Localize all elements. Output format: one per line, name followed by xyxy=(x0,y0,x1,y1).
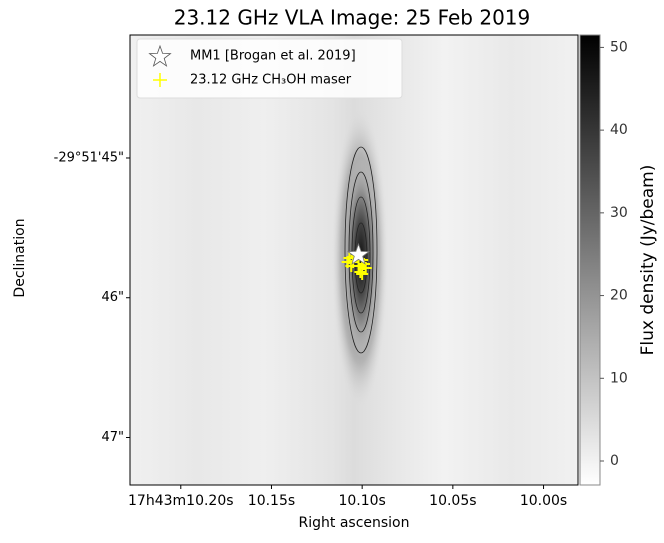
y-tick-label: 46" xyxy=(101,290,124,305)
y-axis-label: Declination xyxy=(12,218,28,297)
plot-frame xyxy=(129,34,579,486)
plus-marker xyxy=(341,255,354,268)
y-tick-label: -29°51'45" xyxy=(54,150,124,165)
legend-label: MM1 [Brogan et al. 2019] xyxy=(190,49,356,64)
x-tick-label: 10.05s xyxy=(429,493,476,509)
legend: MM1 [Brogan et al. 2019] 23.12 GHz CH₃OH… xyxy=(136,38,403,99)
x-tick-label: 10.10s xyxy=(338,493,385,509)
plus-marker xyxy=(354,266,367,279)
x-tick-label: 10.15s xyxy=(248,493,295,509)
x-tick-label: 10.00s xyxy=(520,493,567,509)
y-tick-label: 47" xyxy=(101,430,124,445)
colorbar-tick-label: 10 xyxy=(610,370,628,386)
colorbar-tick-label: 0 xyxy=(610,453,619,469)
star-marker xyxy=(346,242,371,265)
colorbar-tick-label: 20 xyxy=(610,288,628,304)
colorbar-tick-label: 40 xyxy=(610,122,628,138)
colorbar-label: Flux density (Jy/beam) xyxy=(638,165,658,356)
plus-marker xyxy=(356,267,369,280)
image xyxy=(130,35,578,485)
x-tick-label: 17h43m10.20s xyxy=(128,493,234,509)
colorbar-tick-label: 50 xyxy=(610,39,628,55)
legend-plus xyxy=(153,73,167,87)
legend-star xyxy=(148,44,172,67)
x-axis-label: Right ascension xyxy=(299,515,410,531)
chart-title: 23.12 GHz VLA Image: 25 Feb 2019 xyxy=(174,6,531,30)
legend-label: 23.12 GHz CH₃OH maser xyxy=(190,73,352,88)
colorbar-tick-label: 30 xyxy=(610,205,628,221)
colorbar: Flux density (Jy/beam) 0 10 20 30 40 50 xyxy=(579,34,658,486)
